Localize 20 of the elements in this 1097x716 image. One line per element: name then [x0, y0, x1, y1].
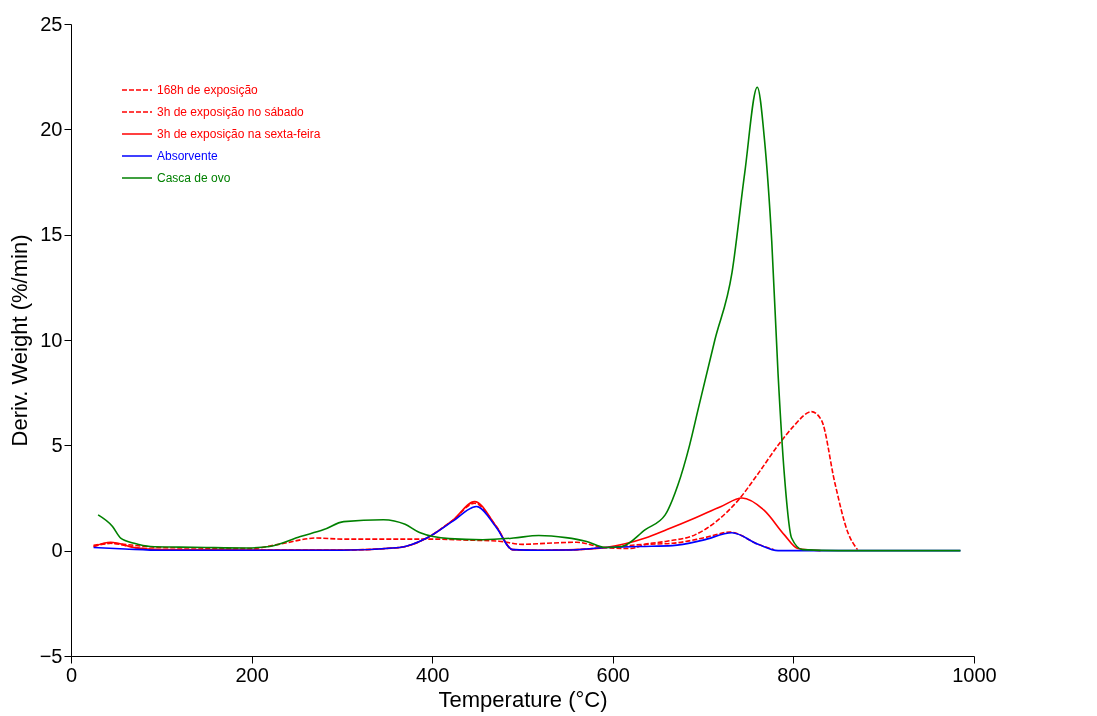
x-tick-label: 400: [416, 663, 450, 686]
y-tick-label: 20: [40, 117, 63, 140]
legend-label: 3h de exposição no sábado: [157, 105, 305, 119]
y-tick-label: 15: [40, 223, 63, 246]
x-tick-label: 200: [235, 663, 269, 686]
legend-label: Absorvente: [157, 149, 219, 163]
x-tick-label: 0: [65, 663, 78, 686]
y-tick-label: 5: [51, 433, 63, 456]
legend-label: 168h de exposição: [157, 83, 259, 97]
y-tick-label: −5: [39, 644, 63, 667]
y-tick-label: 10: [40, 328, 63, 351]
x-tick-label: 1000: [952, 663, 997, 686]
y-tick-label: 0: [51, 539, 63, 562]
x-tick-label: 800: [777, 663, 811, 686]
x-axis-title: Temperature (°C): [438, 686, 608, 712]
y-tick-label: 25: [40, 12, 63, 35]
legend-label: 3h de exposição na sexta-feira: [157, 127, 321, 141]
y-axis-title: Deriv. Weight (%/min): [6, 234, 32, 447]
legend-label: Casca de ovo: [157, 171, 231, 185]
x-tick-label: 600: [596, 663, 630, 686]
